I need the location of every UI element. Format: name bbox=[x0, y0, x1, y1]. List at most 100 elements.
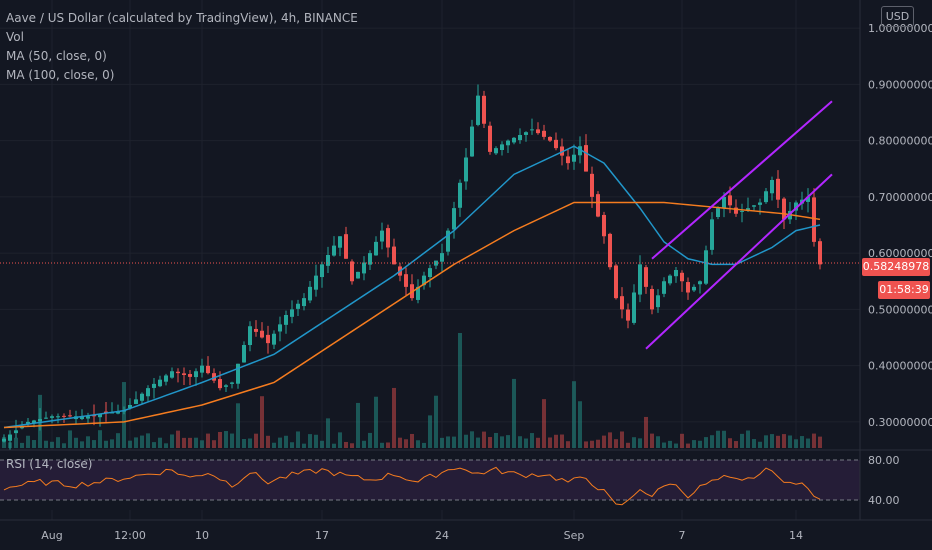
rsi-axis[interactable]: 80.00 40.00 bbox=[868, 454, 900, 507]
candle bbox=[206, 356, 210, 375]
candle bbox=[656, 289, 660, 313]
time-axis[interactable]: Aug 12:00 10 17 24 Sep 7 14 bbox=[41, 529, 803, 542]
candle bbox=[212, 368, 216, 384]
candle bbox=[146, 385, 150, 402]
volume-bar bbox=[500, 436, 504, 448]
time-tick-label: Sep bbox=[564, 529, 585, 542]
candles bbox=[2, 84, 822, 452]
volume-bar bbox=[296, 431, 300, 448]
candle bbox=[392, 238, 396, 265]
volume-bar bbox=[788, 435, 792, 448]
candle bbox=[644, 264, 648, 294]
price-tick-label: 0.60000000 bbox=[868, 247, 932, 260]
volume-bar bbox=[506, 435, 510, 448]
volume-bar bbox=[512, 378, 516, 448]
candle bbox=[368, 250, 372, 270]
grid-lines bbox=[0, 0, 860, 520]
candle bbox=[740, 203, 744, 223]
channel-line[interactable] bbox=[651, 100, 833, 260]
volume-bar bbox=[98, 430, 102, 448]
candle bbox=[404, 267, 408, 296]
candle bbox=[260, 322, 264, 339]
volume-bar bbox=[368, 432, 372, 448]
candle bbox=[416, 279, 420, 304]
volume-bar bbox=[224, 431, 228, 448]
volume-bar bbox=[572, 381, 576, 448]
candle bbox=[272, 330, 276, 349]
candle bbox=[428, 264, 432, 288]
candle bbox=[770, 176, 774, 201]
rsi-tick-label: 80.00 bbox=[868, 454, 900, 467]
volume-bar bbox=[740, 433, 744, 448]
time-tick-label: 17 bbox=[315, 529, 329, 542]
candle bbox=[752, 205, 756, 211]
volume-bar bbox=[176, 430, 180, 448]
volume-bar bbox=[578, 401, 582, 448]
volume-bar bbox=[464, 434, 468, 448]
candle bbox=[284, 310, 288, 334]
candle bbox=[662, 277, 666, 298]
volume-bar bbox=[746, 430, 750, 448]
moving-averages bbox=[3, 145, 821, 429]
currency-button[interactable]: USD bbox=[881, 6, 914, 27]
volume-bar bbox=[482, 431, 486, 448]
candle bbox=[164, 373, 168, 386]
volume-bar bbox=[698, 440, 702, 448]
candle bbox=[152, 377, 156, 399]
candle bbox=[338, 236, 342, 257]
volume-bar bbox=[14, 437, 18, 448]
volume-bar bbox=[44, 440, 48, 448]
candle bbox=[488, 121, 492, 155]
volume-bar bbox=[458, 333, 462, 448]
rsi-title[interactable]: RSI (14, close) bbox=[6, 457, 93, 471]
volume-bar bbox=[194, 437, 198, 448]
candle bbox=[242, 341, 246, 363]
chart-title[interactable]: Aave / US Dollar (calculated by TradingV… bbox=[6, 11, 358, 25]
candle bbox=[230, 381, 234, 389]
volume-bar bbox=[596, 439, 600, 448]
volume-bar bbox=[338, 432, 342, 448]
indicator-ma50[interactable]: MA (50, close, 0) bbox=[6, 49, 107, 63]
volume-bar bbox=[110, 439, 114, 448]
volume-bar bbox=[590, 440, 594, 448]
candle bbox=[302, 293, 306, 311]
rsi-line bbox=[3, 466, 821, 506]
candle bbox=[602, 211, 606, 244]
candle bbox=[794, 200, 798, 221]
rsi-tick-label: 40.00 bbox=[868, 494, 900, 507]
volume-bar bbox=[686, 443, 690, 448]
candle bbox=[38, 408, 42, 431]
candle bbox=[62, 413, 66, 423]
rsi-pane bbox=[0, 459, 860, 506]
candle bbox=[458, 179, 462, 217]
volume-bar bbox=[626, 442, 630, 448]
volume-bar bbox=[80, 441, 84, 448]
price-axis[interactable]: 1.00000000 0.90000000 0.80000000 0.70000000… bbox=[868, 22, 932, 429]
volume-bar bbox=[260, 396, 264, 448]
price-tick-label: 0.30000000 bbox=[868, 416, 932, 429]
volume-bar bbox=[620, 431, 624, 448]
candle bbox=[26, 417, 30, 427]
indicator-vol[interactable]: Vol bbox=[6, 30, 24, 44]
volume-bar bbox=[152, 442, 156, 448]
volume-bar bbox=[770, 434, 774, 448]
candle bbox=[326, 246, 330, 273]
candle bbox=[182, 367, 186, 386]
candle bbox=[446, 228, 450, 256]
candle bbox=[512, 137, 516, 145]
indicator-ma100[interactable]: MA (100, close, 0) bbox=[6, 68, 115, 82]
volume-bar bbox=[782, 434, 786, 448]
candle bbox=[500, 141, 504, 156]
volume-bar bbox=[794, 439, 798, 448]
candle bbox=[248, 321, 252, 352]
volume-bar bbox=[104, 440, 108, 448]
candle bbox=[374, 236, 378, 256]
chart-legend: Aave / US Dollar (calculated by TradingV… bbox=[6, 9, 358, 85]
candle bbox=[422, 271, 426, 290]
countdown-tag: 01:58:39 bbox=[878, 281, 930, 299]
volume-bar bbox=[722, 430, 726, 448]
volume-bar bbox=[674, 443, 678, 448]
channel-line[interactable] bbox=[645, 173, 833, 350]
candle bbox=[518, 128, 522, 144]
